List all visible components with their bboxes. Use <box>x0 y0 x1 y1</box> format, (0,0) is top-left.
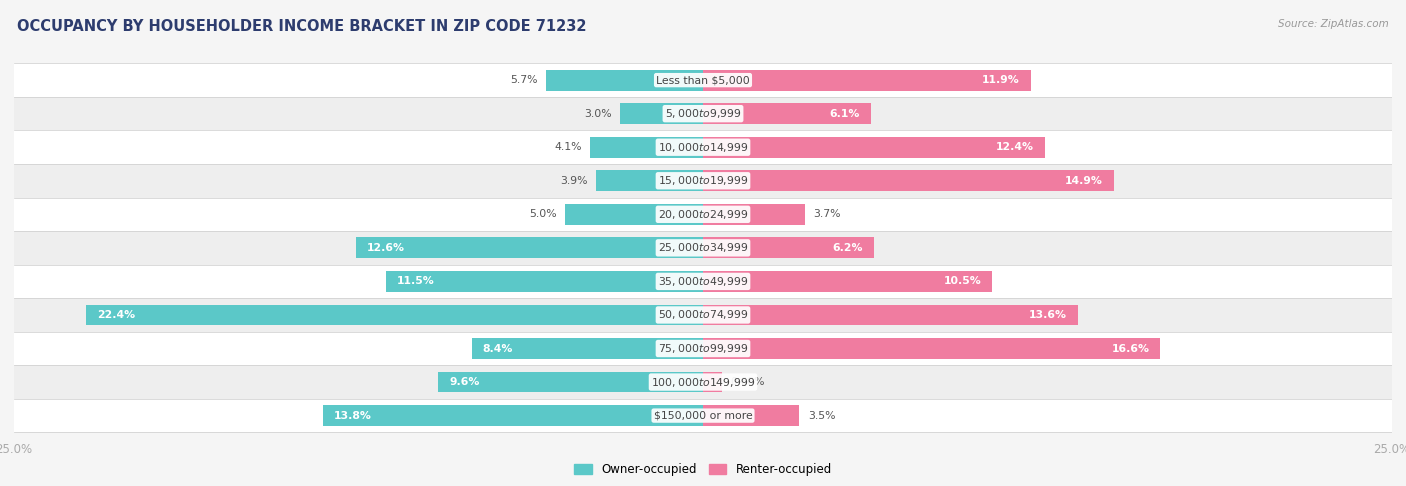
Text: $15,000 to $19,999: $15,000 to $19,999 <box>658 174 748 187</box>
Bar <box>14 164 1392 197</box>
Text: 14.9%: 14.9% <box>1064 176 1102 186</box>
Text: Less than $5,000: Less than $5,000 <box>657 75 749 85</box>
Bar <box>703 405 800 426</box>
Bar <box>14 63 1392 97</box>
Text: $75,000 to $99,999: $75,000 to $99,999 <box>658 342 748 355</box>
Bar <box>439 372 703 393</box>
Text: OCCUPANCY BY HOUSEHOLDER INCOME BRACKET IN ZIP CODE 71232: OCCUPANCY BY HOUSEHOLDER INCOME BRACKET … <box>17 19 586 35</box>
Text: $35,000 to $49,999: $35,000 to $49,999 <box>658 275 748 288</box>
Bar <box>14 298 1392 332</box>
Text: 13.6%: 13.6% <box>1029 310 1067 320</box>
Bar <box>14 365 1392 399</box>
Text: 3.5%: 3.5% <box>807 411 835 420</box>
Bar <box>471 338 703 359</box>
Bar <box>14 197 1392 231</box>
Text: $10,000 to $14,999: $10,000 to $14,999 <box>658 141 748 154</box>
Bar <box>565 204 703 225</box>
Bar <box>703 103 872 124</box>
Text: 0.68%: 0.68% <box>730 377 765 387</box>
Bar <box>703 305 1078 325</box>
Bar <box>620 103 703 124</box>
Bar <box>14 399 1392 433</box>
Text: 12.4%: 12.4% <box>995 142 1033 152</box>
Bar <box>703 137 1045 157</box>
Text: 13.8%: 13.8% <box>333 411 371 420</box>
Bar <box>14 97 1392 130</box>
Text: Source: ZipAtlas.com: Source: ZipAtlas.com <box>1278 19 1389 30</box>
Bar <box>596 171 703 191</box>
Text: $25,000 to $34,999: $25,000 to $34,999 <box>658 242 748 254</box>
Text: 3.7%: 3.7% <box>813 209 841 219</box>
Text: 10.5%: 10.5% <box>943 277 981 286</box>
Bar <box>14 231 1392 265</box>
Bar <box>703 171 1114 191</box>
Bar <box>703 204 806 225</box>
Bar <box>356 238 703 258</box>
Text: 3.0%: 3.0% <box>585 109 612 119</box>
Text: $20,000 to $24,999: $20,000 to $24,999 <box>658 208 748 221</box>
Text: 11.5%: 11.5% <box>396 277 434 286</box>
Legend: Owner-occupied, Renter-occupied: Owner-occupied, Renter-occupied <box>569 458 837 481</box>
Text: $5,000 to $9,999: $5,000 to $9,999 <box>665 107 741 120</box>
Text: 11.9%: 11.9% <box>983 75 1019 85</box>
Bar <box>387 271 703 292</box>
Bar <box>14 265 1392 298</box>
Bar <box>546 69 703 90</box>
Text: $150,000 or more: $150,000 or more <box>654 411 752 420</box>
Bar <box>703 338 1160 359</box>
Text: 3.9%: 3.9% <box>560 176 588 186</box>
Bar <box>14 130 1392 164</box>
Text: 12.6%: 12.6% <box>367 243 405 253</box>
Text: 5.0%: 5.0% <box>529 209 557 219</box>
Text: 8.4%: 8.4% <box>482 344 513 353</box>
Text: 16.6%: 16.6% <box>1111 344 1150 353</box>
Text: 6.1%: 6.1% <box>830 109 860 119</box>
Text: 4.1%: 4.1% <box>554 142 582 152</box>
Text: $50,000 to $74,999: $50,000 to $74,999 <box>658 309 748 321</box>
Text: 22.4%: 22.4% <box>97 310 135 320</box>
Bar <box>703 238 875 258</box>
Bar <box>703 69 1031 90</box>
Bar <box>703 372 721 393</box>
Text: 9.6%: 9.6% <box>450 377 479 387</box>
Text: $100,000 to $149,999: $100,000 to $149,999 <box>651 376 755 388</box>
Bar <box>86 305 703 325</box>
Bar <box>14 332 1392 365</box>
Text: 6.2%: 6.2% <box>832 243 863 253</box>
Text: 5.7%: 5.7% <box>510 75 537 85</box>
Bar <box>591 137 703 157</box>
Bar <box>323 405 703 426</box>
Bar <box>703 271 993 292</box>
